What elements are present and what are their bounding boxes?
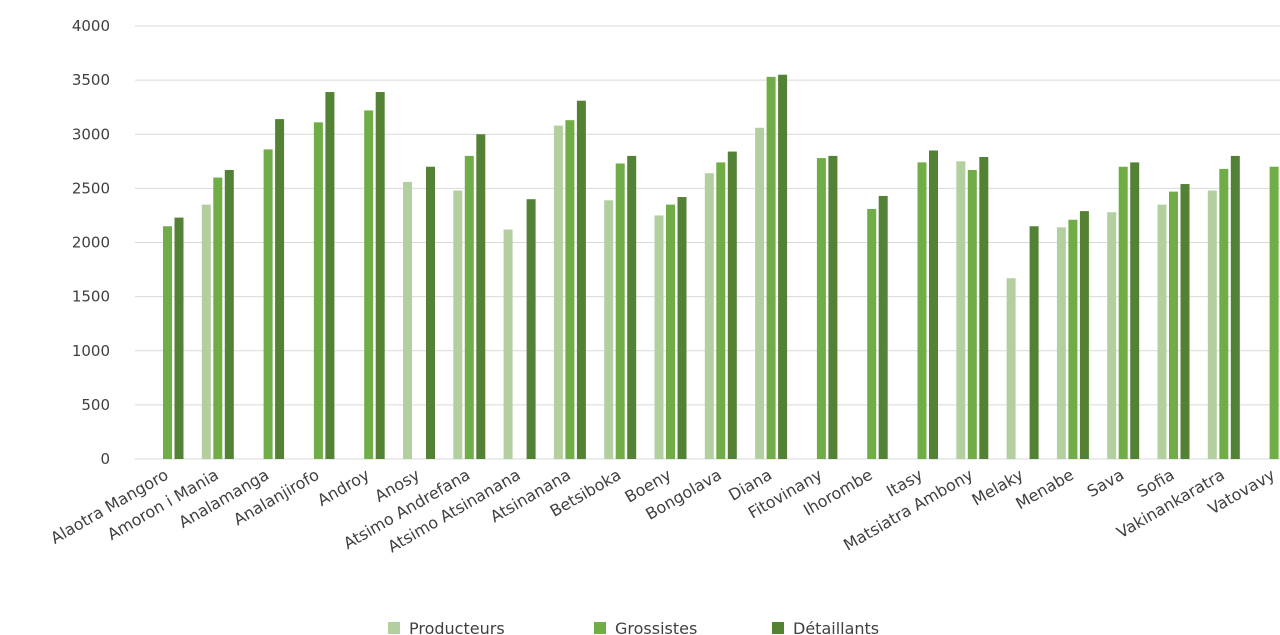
y-tick-label: 2500 — [72, 179, 110, 197]
legend: Producteurs Grossistes Détaillants — [388, 619, 879, 635]
bar-grossistes — [1219, 168, 1229, 459]
bar-d-taillants — [1180, 184, 1190, 460]
bar-d-taillants — [929, 150, 938, 460]
bar-grossistes — [565, 120, 575, 460]
bar-producteurs — [503, 229, 513, 459]
legend-swatch — [594, 622, 606, 634]
bar-grossistes — [766, 76, 776, 459]
bar-d-taillants — [828, 155, 838, 459]
legend-label: Grossistes — [615, 619, 697, 635]
y-tick-label: 500 — [81, 396, 110, 414]
y-tick-label: 2000 — [72, 234, 110, 252]
bar-producteurs — [453, 190, 463, 460]
legend-label: Producteurs — [409, 619, 505, 635]
legend-swatch — [388, 622, 400, 634]
bar-d-taillants — [627, 155, 637, 459]
bar-grossistes — [666, 204, 675, 459]
bar-producteurs — [1207, 190, 1217, 460]
bar-d-taillants — [174, 217, 184, 459]
bar-producteurs — [1056, 227, 1066, 459]
bar-grossistes — [163, 226, 172, 459]
bar-producteurs — [553, 125, 563, 459]
y-tick-label: 1000 — [72, 342, 110, 360]
bar-producteurs — [604, 200, 614, 459]
bar-producteurs — [1006, 278, 1016, 459]
bar-grossistes — [464, 155, 474, 459]
bars — [163, 74, 1279, 460]
legend-swatch — [772, 622, 784, 634]
y-tick-label: 3500 — [72, 71, 110, 89]
bar-d-taillants — [375, 92, 385, 459]
x-tick-label: Androy — [314, 465, 373, 510]
bar-d-taillants — [224, 169, 234, 459]
bar-producteurs — [201, 204, 211, 459]
bar-d-taillants — [677, 197, 687, 459]
bar-grossistes — [1169, 191, 1178, 459]
y-tick-label: 4000 — [72, 17, 110, 35]
bar-producteurs — [704, 173, 714, 459]
bar-d-taillants — [727, 151, 737, 459]
y-tick-label: 3000 — [72, 125, 110, 143]
bar-grossistes — [615, 163, 625, 460]
bar-producteurs — [1107, 212, 1117, 459]
bar-grossistes — [1269, 166, 1279, 459]
bar-producteurs — [755, 127, 765, 459]
bar-grossistes — [364, 110, 374, 459]
bar-d-taillants — [1230, 155, 1240, 459]
bar-d-taillants — [1079, 211, 1089, 459]
bar-grossistes — [917, 162, 927, 459]
bar-d-taillants — [778, 74, 788, 460]
bar-producteurs — [1157, 204, 1167, 459]
bar-d-taillants — [979, 156, 989, 460]
bar-d-taillants — [1130, 162, 1140, 459]
bar-d-taillants — [476, 134, 486, 459]
bar-producteurs — [403, 181, 412, 459]
bar-producteurs — [654, 215, 664, 459]
bar-grossistes — [1068, 219, 1078, 459]
bar-grossistes — [263, 149, 273, 459]
y-axis: 0 500 1000 1500 2000 2500 3000 3500 4000 — [72, 17, 110, 468]
bar-d-taillants — [426, 166, 435, 459]
bar-d-taillants — [325, 92, 335, 459]
legend-label: Détaillants — [793, 619, 879, 635]
y-tick-label: 0 — [100, 450, 110, 468]
bar-grossistes — [716, 162, 726, 459]
bar-d-taillants — [526, 199, 536, 459]
x-tick-label: Menabe — [1012, 465, 1077, 513]
bar-grossistes — [867, 208, 877, 459]
bar-d-taillants — [878, 195, 888, 459]
bar-grossistes — [213, 177, 223, 460]
bar-grossistes — [816, 158, 826, 459]
bar-grossistes — [1118, 166, 1128, 459]
x-tick-label: Sava — [1084, 465, 1127, 501]
y-tick-label: 1500 — [72, 288, 110, 306]
bar-grossistes — [313, 122, 323, 459]
bar-d-taillants — [275, 119, 285, 459]
bar-producteurs — [956, 161, 966, 459]
bar-d-taillants — [1029, 226, 1039, 459]
bar-d-taillants — [576, 100, 586, 459]
bar-grossistes — [967, 169, 977, 459]
